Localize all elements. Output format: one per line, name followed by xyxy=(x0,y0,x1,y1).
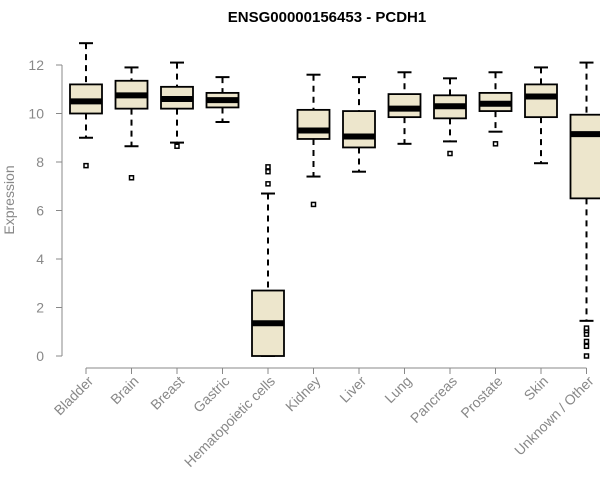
x-tick-label: Bladder xyxy=(51,373,97,419)
y-axis-label: Expression xyxy=(1,165,17,234)
box-hematopoietic-cells xyxy=(251,164,285,357)
box-bladder xyxy=(69,42,103,169)
x-tick-label: Breast xyxy=(147,373,187,413)
x-tick-label: Brain xyxy=(107,373,141,407)
y-axis: 0 2 4 6 8 10 12 xyxy=(28,57,63,364)
box-lung xyxy=(387,71,422,145)
y-tick-label: 12 xyxy=(28,57,44,73)
box-liver xyxy=(342,76,376,173)
y-tick-label: 10 xyxy=(28,106,44,122)
outlier-point xyxy=(583,325,590,331)
iqr-box xyxy=(524,83,558,119)
chart-title: ENSG00000156453 - PCDH1 xyxy=(228,9,426,26)
x-tick-label: Kidney xyxy=(282,373,324,415)
box-breast xyxy=(160,61,194,149)
box-pancreas xyxy=(433,77,467,157)
iqr-box xyxy=(569,113,600,200)
outlier-point xyxy=(128,175,135,181)
y-tick-label: 8 xyxy=(36,154,44,170)
x-tick-label: Prostate xyxy=(457,373,505,421)
x-tick-label: Skin xyxy=(521,373,552,404)
box-prostate xyxy=(478,71,513,147)
outlier-point xyxy=(265,164,271,170)
x-tick-label: Lung xyxy=(381,373,414,406)
box-series xyxy=(69,42,600,359)
x-tick-label: Unknown / Other xyxy=(511,373,597,459)
x-tick-label: Gastric xyxy=(190,373,233,416)
outlier-point xyxy=(583,338,590,345)
iqr-box xyxy=(296,108,331,140)
box-unknown-other xyxy=(569,61,600,359)
x-tick-label: Pancreas xyxy=(407,373,460,426)
y-tick-label: 6 xyxy=(36,203,44,219)
box-skin xyxy=(524,66,558,165)
y-tick-label: 0 xyxy=(36,348,44,364)
outlier-point xyxy=(265,181,271,187)
outlier-point xyxy=(310,201,317,208)
y-tick-label: 4 xyxy=(36,251,44,267)
iqr-box xyxy=(387,93,422,119)
iqr-box xyxy=(342,110,376,149)
outlier-point xyxy=(265,168,271,175)
y-tick-label: 2 xyxy=(36,300,44,316)
outlier-point xyxy=(492,141,499,147)
x-tick-label: Hematopoietic cells xyxy=(181,373,278,470)
x-tick-label: Liver xyxy=(336,373,369,406)
outlier-point xyxy=(174,143,180,149)
box-brain xyxy=(114,66,149,181)
box-kidney xyxy=(296,73,331,208)
outlier-point xyxy=(583,343,590,350)
outlier-point xyxy=(447,150,453,157)
outlier-point xyxy=(583,353,590,359)
box-gastric xyxy=(205,76,240,123)
outlier-point xyxy=(83,162,89,169)
